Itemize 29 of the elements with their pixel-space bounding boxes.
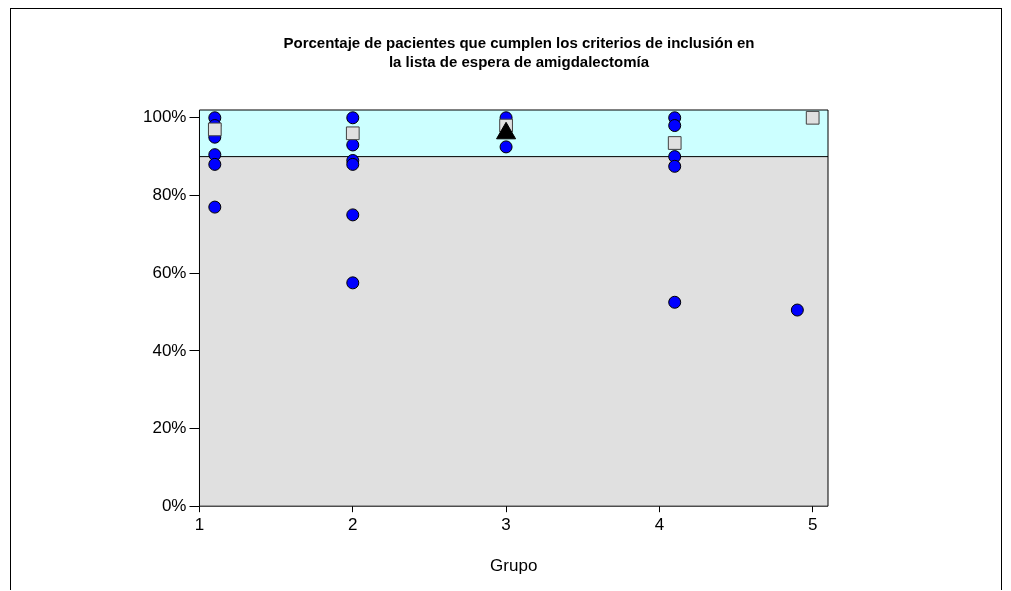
- x-axis-title: Grupo: [490, 556, 538, 576]
- point: [805, 110, 820, 125]
- x-tick-label: 3: [501, 515, 511, 535]
- point: [667, 136, 682, 150]
- point: [668, 119, 682, 133]
- y-tick-label: 100%: [143, 107, 187, 127]
- point: [346, 276, 360, 290]
- chart-title: Porcentaje de pacientes que cumplen los criterios de inclusión en la lista de espera de amigdalectomía: [282, 33, 756, 71]
- x-tick-label: 5: [807, 515, 818, 535]
- point: [346, 157, 360, 171]
- y-tick-label: 60%: [152, 262, 187, 282]
- x-tick-label: 1: [194, 515, 205, 535]
- point: [208, 200, 222, 214]
- y-tick-label: 20%: [152, 418, 187, 438]
- point: [345, 126, 360, 141]
- point: [668, 295, 682, 309]
- point: [346, 208, 360, 222]
- y-tick-label: 80%: [152, 185, 187, 205]
- point: [346, 138, 360, 152]
- point: [207, 122, 222, 137]
- y-tick-label: 0%: [161, 495, 187, 515]
- x-tick-label: 2: [348, 515, 358, 535]
- point: [499, 140, 513, 154]
- point: [346, 111, 360, 125]
- point: [668, 159, 682, 173]
- x-tick-label: 4: [654, 515, 665, 535]
- y-tick-label: 40%: [152, 340, 187, 360]
- point: [208, 157, 222, 171]
- point: [790, 303, 804, 317]
